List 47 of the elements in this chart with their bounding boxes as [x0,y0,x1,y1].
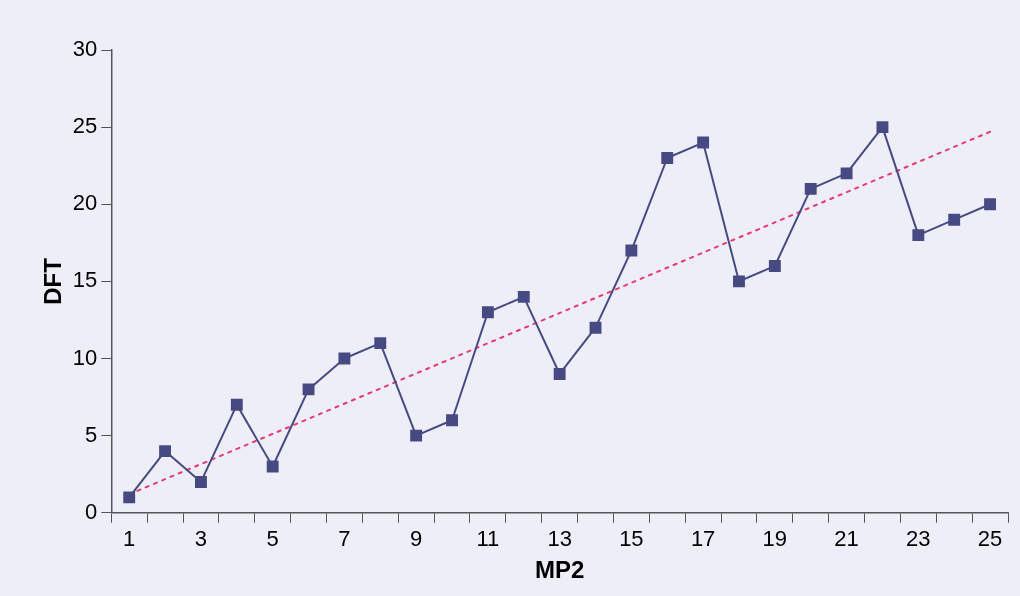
y-tick-label: 30 [72,36,98,62]
point [733,275,745,288]
point [338,352,351,365]
point [589,321,602,334]
point [123,491,136,504]
x-tick-label: 1 [123,526,136,552]
point [661,152,674,164]
x-tick-label: 5 [266,526,279,552]
point [553,368,566,380]
point [194,476,207,488]
point [912,229,925,242]
point [984,198,997,211]
x-tick-label: 21 [834,526,859,552]
x-tick-label: 11 [476,526,500,552]
point [302,383,315,396]
x-tick-label: 13 [547,526,572,552]
point [266,460,279,473]
point [446,414,458,427]
y-tick-label: 15 [72,267,98,293]
point [517,290,530,303]
point [625,244,638,257]
x-tick-label: 23 [906,526,931,552]
point [768,260,781,272]
point [697,136,710,149]
x-tick-label: 7 [338,526,351,552]
x-tick-label: 17 [690,526,716,552]
x-axis-title: MP2 [534,556,585,584]
point [804,182,817,195]
y-axis-title: DFT [39,257,67,305]
x-tick-label: 19 [762,526,788,552]
point [410,429,423,442]
y-tick-label: 20 [72,190,98,216]
point [876,121,889,134]
x-tick-label: 15 [619,526,644,552]
y-tick-label: 5 [85,421,98,447]
x-tick-label: 25 [977,526,1003,552]
point [159,445,172,458]
point [374,337,387,350]
point [840,167,853,180]
point [948,213,961,226]
x-tick-label: 9 [410,526,423,552]
point [230,398,243,411]
point [481,306,494,319]
y-tick-label: 0 [85,498,98,524]
y-tick-label: 25 [72,113,98,139]
x-tick-label: 3 [194,526,208,552]
y-tick-label: 10 [72,344,98,370]
